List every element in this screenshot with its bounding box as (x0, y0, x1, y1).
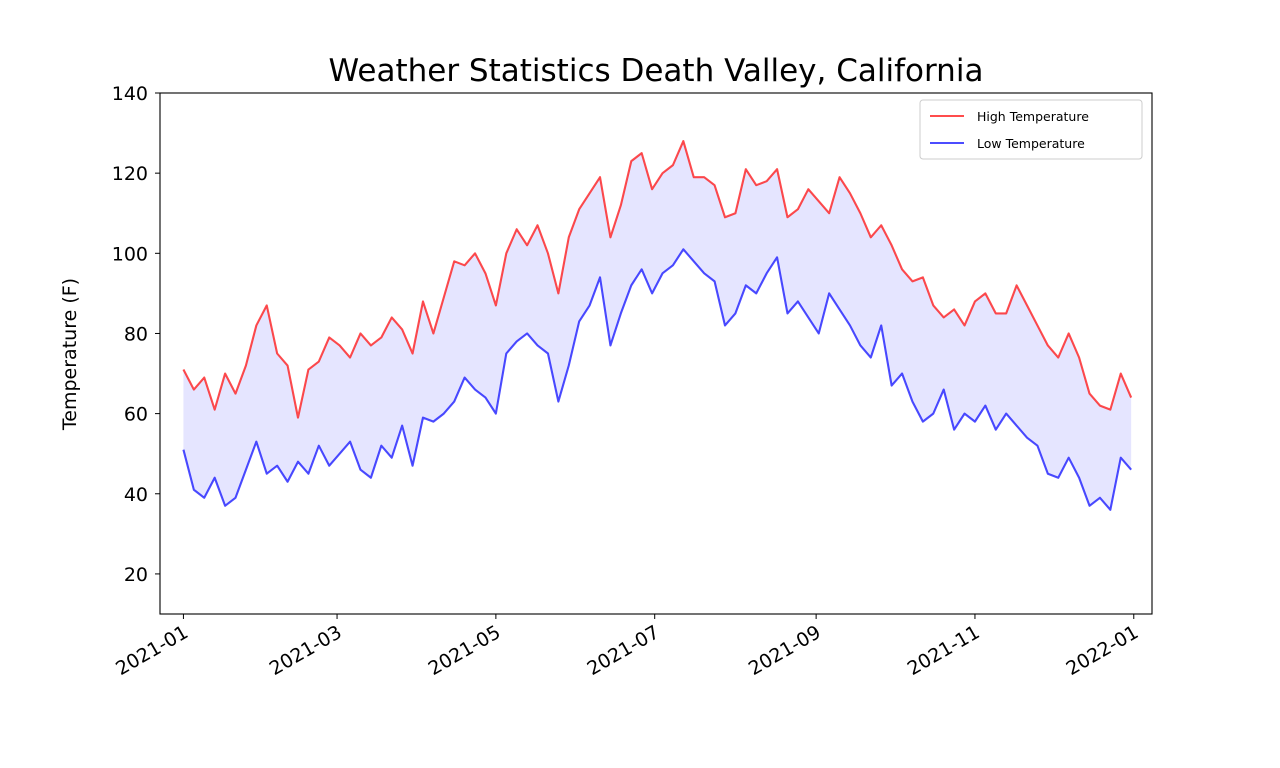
series-lines (182, 140, 1133, 511)
fill-between-area (183, 141, 1132, 510)
y-axis: 20 40 60 80 100 120 140 (112, 83, 160, 586)
plot-frame (159, 92, 1153, 615)
low-temperature-points (183, 249, 1132, 510)
chart-title: Weather Statistics Death Valley, Califor… (329, 53, 984, 89)
y-axis-label: Temperature (F) (59, 278, 81, 431)
y-tick-label: 140 (112, 83, 148, 105)
high-temperature-points (183, 141, 1132, 418)
y-tick-label: 40 (124, 484, 148, 506)
legend-label: High Temperature (977, 109, 1089, 124)
y-tick-label: 60 (124, 404, 148, 426)
low-temperature-line (182, 248, 1132, 511)
y-tick-label: 20 (124, 564, 148, 586)
temperature-range-fill (183, 141, 1132, 510)
legend: High Temperature Low Temperature (919, 99, 1143, 160)
y-tick-label: 120 (112, 163, 148, 185)
y-tick-label: 100 (112, 243, 148, 265)
high-temperature-line (182, 140, 1133, 419)
y-tick-label: 80 (124, 323, 148, 345)
legend-box (919, 99, 1143, 160)
legend-label: Low Temperature (977, 136, 1085, 151)
